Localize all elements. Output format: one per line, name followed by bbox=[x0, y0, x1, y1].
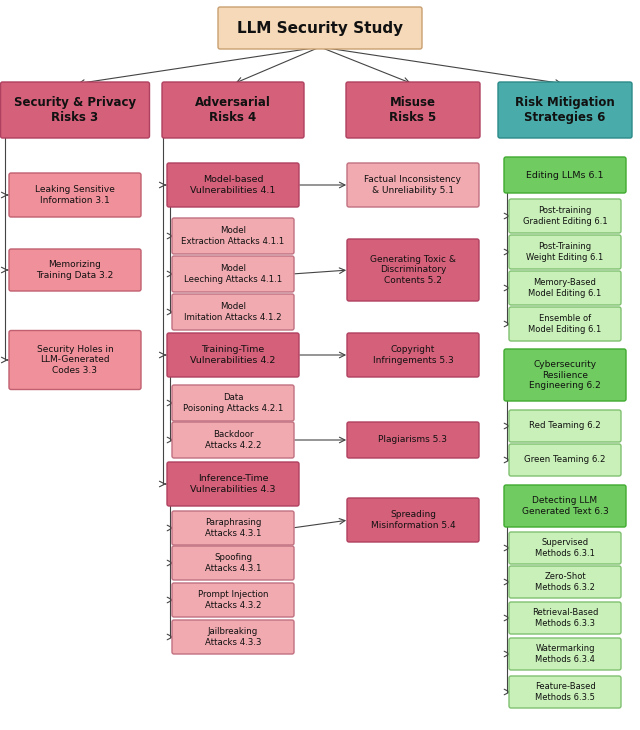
Text: Post-Training
Weight Editing 6.1: Post-Training Weight Editing 6.1 bbox=[526, 242, 604, 261]
FancyBboxPatch shape bbox=[172, 620, 294, 654]
FancyBboxPatch shape bbox=[167, 333, 299, 377]
FancyBboxPatch shape bbox=[347, 422, 479, 458]
FancyBboxPatch shape bbox=[172, 256, 294, 292]
Text: Green Teaming 6.2: Green Teaming 6.2 bbox=[524, 456, 605, 464]
FancyBboxPatch shape bbox=[347, 333, 479, 377]
FancyBboxPatch shape bbox=[347, 239, 479, 301]
Text: Feature-Based
Methods 6.3.5: Feature-Based Methods 6.3.5 bbox=[534, 683, 595, 702]
FancyBboxPatch shape bbox=[509, 602, 621, 634]
FancyBboxPatch shape bbox=[172, 511, 294, 545]
Text: Risk Mitigation
Strategies 6: Risk Mitigation Strategies 6 bbox=[515, 96, 615, 124]
FancyBboxPatch shape bbox=[1, 82, 150, 138]
FancyBboxPatch shape bbox=[162, 82, 304, 138]
FancyBboxPatch shape bbox=[172, 385, 294, 421]
Text: Prompt Injection
Attacks 4.3.2: Prompt Injection Attacks 4.3.2 bbox=[198, 591, 268, 610]
Text: Memorizing
Training Data 3.2: Memorizing Training Data 3.2 bbox=[36, 261, 114, 280]
Text: Red Teaming 6.2: Red Teaming 6.2 bbox=[529, 421, 601, 431]
FancyBboxPatch shape bbox=[9, 249, 141, 291]
Text: Cybersecurity
Resilience
Engineering 6.2: Cybersecurity Resilience Engineering 6.2 bbox=[529, 360, 601, 390]
FancyBboxPatch shape bbox=[509, 307, 621, 341]
Text: Spoofing
Attacks 4.3.1: Spoofing Attacks 4.3.1 bbox=[205, 553, 261, 573]
Text: Memory-Based
Model Editing 6.1: Memory-Based Model Editing 6.1 bbox=[529, 278, 602, 298]
Text: Copyright
Infringements 5.3: Copyright Infringements 5.3 bbox=[372, 345, 453, 365]
FancyBboxPatch shape bbox=[172, 294, 294, 330]
FancyBboxPatch shape bbox=[504, 349, 626, 401]
FancyBboxPatch shape bbox=[9, 331, 141, 390]
Text: Leaking Sensitive
Information 3.1: Leaking Sensitive Information 3.1 bbox=[35, 185, 115, 204]
Text: Misuse
Risks 5: Misuse Risks 5 bbox=[389, 96, 436, 124]
FancyBboxPatch shape bbox=[504, 485, 626, 527]
FancyBboxPatch shape bbox=[509, 235, 621, 269]
Text: Jailbreaking
Attacks 4.3.3: Jailbreaking Attacks 4.3.3 bbox=[205, 627, 261, 647]
Text: Spreading
Misinformation 5.4: Spreading Misinformation 5.4 bbox=[371, 510, 455, 530]
Text: Supervised
Methods 6.3.1: Supervised Methods 6.3.1 bbox=[535, 538, 595, 558]
Text: Adversarial
Risks 4: Adversarial Risks 4 bbox=[195, 96, 271, 124]
Text: Model
Extraction Attacks 4.1.1: Model Extraction Attacks 4.1.1 bbox=[181, 226, 285, 246]
Text: Ensemble of
Model Editing 6.1: Ensemble of Model Editing 6.1 bbox=[529, 315, 602, 334]
FancyBboxPatch shape bbox=[509, 566, 621, 598]
FancyBboxPatch shape bbox=[498, 82, 632, 138]
Text: Detecting LLM
Generated Text 6.3: Detecting LLM Generated Text 6.3 bbox=[522, 496, 609, 515]
Text: Backdoor
Attacks 4.2.2: Backdoor Attacks 4.2.2 bbox=[205, 430, 261, 450]
FancyBboxPatch shape bbox=[218, 7, 422, 49]
FancyBboxPatch shape bbox=[172, 583, 294, 617]
Text: Security Holes in
LLM-Generated
Codes 3.3: Security Holes in LLM-Generated Codes 3.… bbox=[36, 345, 113, 375]
Text: Watermarking
Methods 6.3.4: Watermarking Methods 6.3.4 bbox=[535, 645, 595, 664]
Text: Retrieval-Based
Methods 6.3.3: Retrieval-Based Methods 6.3.3 bbox=[532, 608, 598, 628]
FancyBboxPatch shape bbox=[172, 422, 294, 458]
FancyBboxPatch shape bbox=[346, 82, 480, 138]
Text: Plagiarisms 5.3: Plagiarisms 5.3 bbox=[378, 436, 447, 445]
FancyBboxPatch shape bbox=[509, 199, 621, 233]
Text: Security & Privacy
Risks 3: Security & Privacy Risks 3 bbox=[14, 96, 136, 124]
FancyBboxPatch shape bbox=[509, 444, 621, 476]
Text: Model-based
Vulnerabilities 4.1: Model-based Vulnerabilities 4.1 bbox=[190, 175, 276, 195]
FancyBboxPatch shape bbox=[509, 676, 621, 708]
FancyBboxPatch shape bbox=[347, 163, 479, 207]
FancyBboxPatch shape bbox=[347, 498, 479, 542]
FancyBboxPatch shape bbox=[9, 173, 141, 217]
Text: Training-Time
Vulnerabilities 4.2: Training-Time Vulnerabilities 4.2 bbox=[190, 345, 276, 365]
Text: Factual Inconsistency
& Unreliability 5.1: Factual Inconsistency & Unreliability 5.… bbox=[365, 175, 461, 195]
Text: Model
Leeching Attacks 4.1.1: Model Leeching Attacks 4.1.1 bbox=[184, 264, 282, 284]
FancyBboxPatch shape bbox=[172, 218, 294, 254]
Text: Generating Toxic &
Discriminatory
Contents 5.2: Generating Toxic & Discriminatory Conten… bbox=[370, 255, 456, 285]
Text: Model
Imitation Attacks 4.1.2: Model Imitation Attacks 4.1.2 bbox=[184, 302, 282, 322]
FancyBboxPatch shape bbox=[172, 546, 294, 580]
FancyBboxPatch shape bbox=[509, 532, 621, 564]
Text: Editing LLMs 6.1: Editing LLMs 6.1 bbox=[526, 171, 604, 180]
Text: Paraphrasing
Attacks 4.3.1: Paraphrasing Attacks 4.3.1 bbox=[205, 518, 261, 538]
FancyBboxPatch shape bbox=[504, 157, 626, 193]
FancyBboxPatch shape bbox=[167, 462, 299, 506]
Text: Inference-Time
Vulnerabilities 4.3: Inference-Time Vulnerabilities 4.3 bbox=[190, 474, 276, 493]
Text: Data
Poisoning Attacks 4.2.1: Data Poisoning Attacks 4.2.1 bbox=[183, 393, 283, 412]
Text: LLM Security Study: LLM Security Study bbox=[237, 20, 403, 36]
Text: Zero-Shot
Methods 6.3.2: Zero-Shot Methods 6.3.2 bbox=[535, 572, 595, 592]
Text: Post-training
Gradient Editing 6.1: Post-training Gradient Editing 6.1 bbox=[523, 207, 607, 226]
FancyBboxPatch shape bbox=[509, 410, 621, 442]
FancyBboxPatch shape bbox=[167, 163, 299, 207]
FancyBboxPatch shape bbox=[509, 638, 621, 670]
FancyBboxPatch shape bbox=[509, 271, 621, 305]
